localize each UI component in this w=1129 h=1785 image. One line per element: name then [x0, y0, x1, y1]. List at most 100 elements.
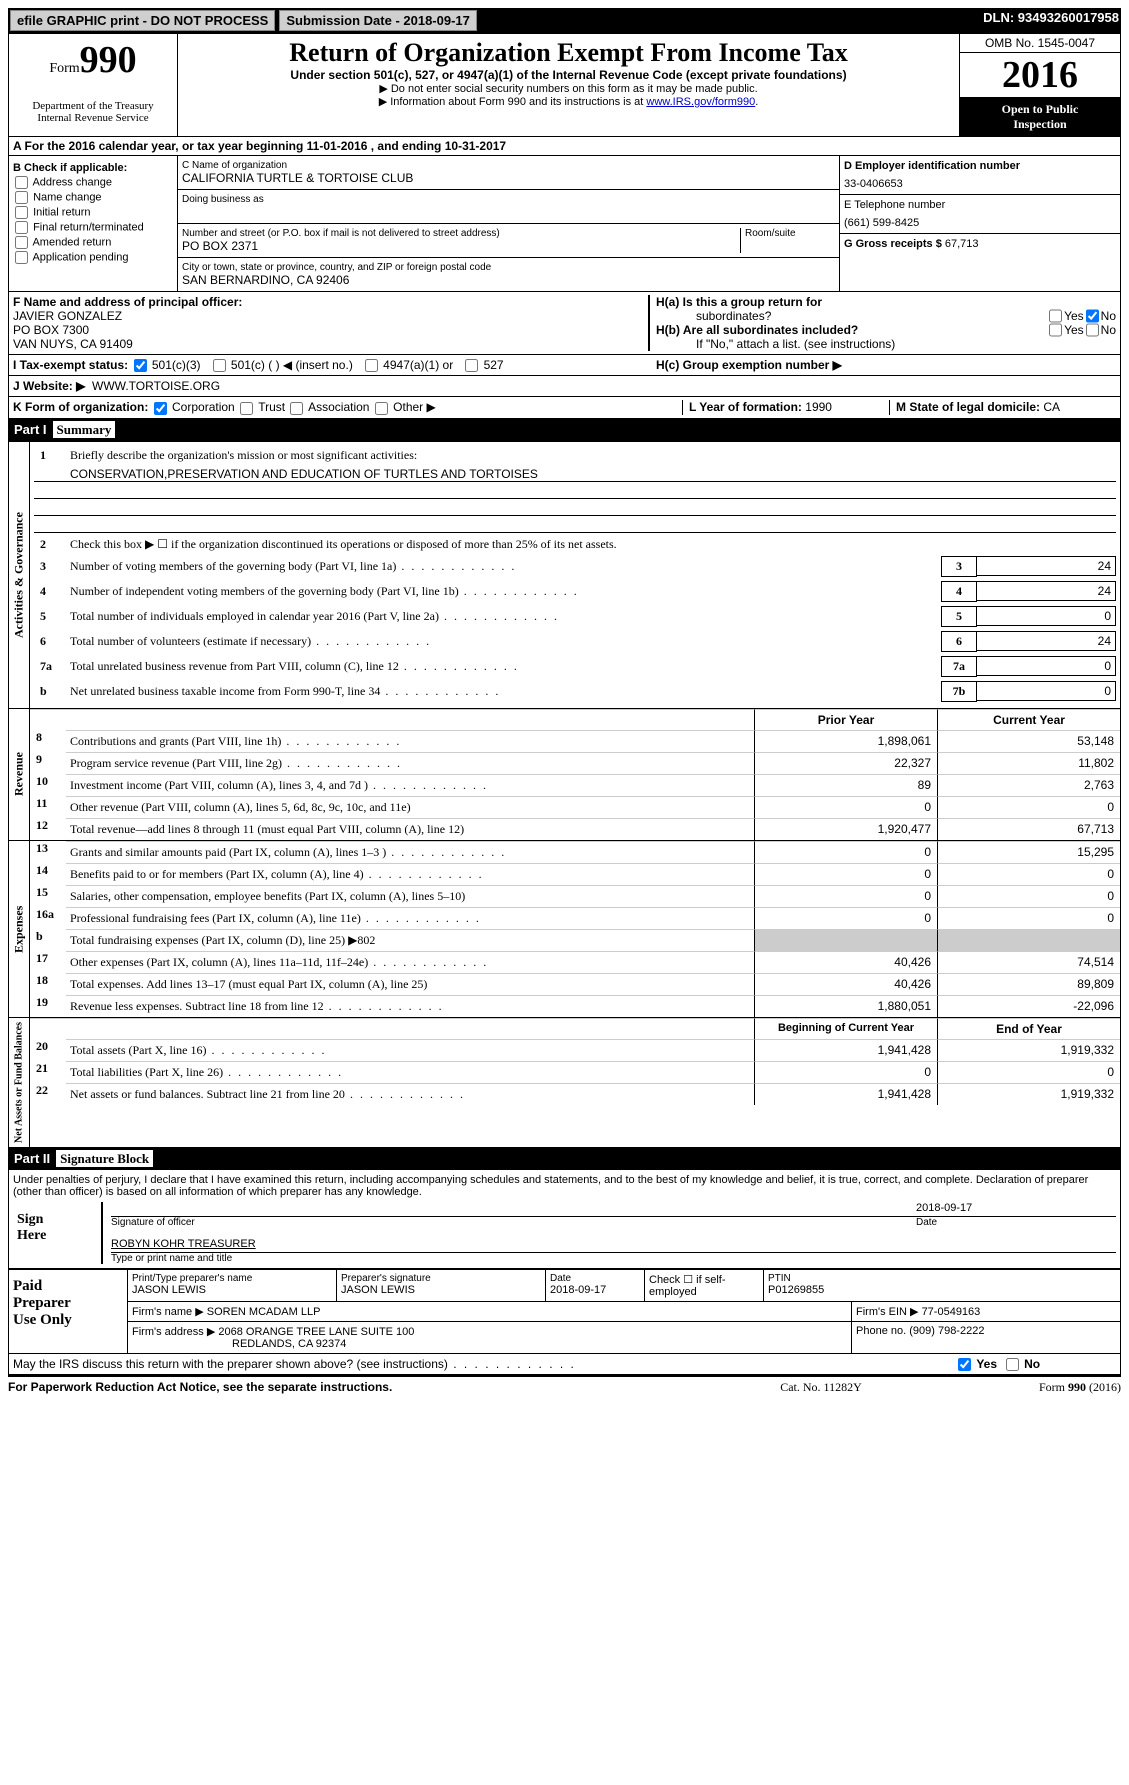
l7b-val: 0 [977, 681, 1116, 701]
name-change-cb[interactable] [15, 191, 28, 204]
l17-prior: 40,426 [754, 951, 937, 973]
tax-year: 2016 [960, 53, 1120, 98]
dept2: Internal Revenue Service [13, 112, 173, 124]
ha2-label: subordinates? [656, 309, 1047, 323]
m-label: M State of legal domicile: [896, 400, 1040, 414]
addr-change-cb[interactable] [15, 176, 28, 189]
other-cb[interactable] [375, 402, 388, 415]
org-name: CALIFORNIA TURTLE & TORTOISE CLUB [182, 171, 835, 185]
ein-label: D Employer identification number [844, 160, 1116, 172]
527-cb[interactable] [465, 359, 478, 372]
l10-prior: 89 [754, 774, 937, 796]
l19-prior: 1,880,051 [754, 995, 937, 1017]
501c-cb[interactable] [213, 359, 226, 372]
l12-text: Total revenue—add lines 8 through 11 (mu… [66, 818, 754, 840]
corp-label: Corporation [172, 400, 235, 414]
paid-preparer-label: PaidPreparerUse Only [9, 1270, 128, 1353]
trust-cb[interactable] [240, 402, 253, 415]
l16a-curr: 0 [937, 907, 1120, 929]
prior-header: Prior Year [754, 709, 937, 730]
dept1: Department of the Treasury [13, 100, 173, 112]
l10-text: Investment income (Part VIII, column (A)… [66, 774, 754, 796]
curr-header: Current Year [937, 709, 1120, 730]
501c-label: 501(c) ( ) ◀ (insert no.) [231, 358, 353, 372]
l21-curr: 0 [937, 1061, 1120, 1083]
l6-text: Total number of volunteers (estimate if … [70, 634, 941, 649]
amended-cb[interactable] [15, 236, 28, 249]
l18-text: Total expenses. Add lines 13–17 (must eq… [66, 973, 754, 995]
prep-name-label: Print/Type preparer's name [132, 1273, 332, 1284]
efile-btn[interactable]: efile GRAPHIC print - DO NOT PROCESS [10, 10, 275, 31]
l20-prior: 1,941,428 [754, 1039, 937, 1061]
corp-cb[interactable] [154, 402, 167, 415]
col-d: D Employer identification number 33-0406… [839, 156, 1120, 291]
l11-text: Other revenue (Part VIII, column (A), li… [66, 796, 754, 818]
addr-label: Number and street (or P.O. box if mail i… [182, 228, 740, 239]
org-name-label: C Name of organization [182, 160, 835, 171]
room-label: Room/suite [745, 228, 835, 239]
officer-name-title: ROBYN KOHR TREASURER [111, 1238, 1116, 1250]
l17-curr: 74,514 [937, 951, 1120, 973]
initial-cb[interactable] [15, 206, 28, 219]
colb-label: B Check if applicable: [13, 162, 127, 174]
discuss-text: May the IRS discuss this return with the… [13, 1357, 956, 1371]
l16b-prior-gray [754, 929, 937, 951]
pending-cb[interactable] [15, 251, 28, 264]
ha-label: H(a) Is this a group return for [656, 295, 822, 309]
gross-val: 67,713 [945, 238, 979, 250]
ptin-val: P01269855 [768, 1284, 1116, 1296]
l17-text: Other expenses (Part IX, column (A), lin… [66, 951, 754, 973]
hb-yes-cb[interactable] [1049, 323, 1062, 337]
l19-text: Revenue less expenses. Subtract line 18 … [66, 995, 754, 1017]
preparer-section: PaidPreparerUse Only Print/Type preparer… [8, 1269, 1121, 1354]
discuss-yes-cb[interactable] [958, 1358, 971, 1371]
public-inspection: Open to PublicInspection [960, 98, 1120, 136]
subtitle: Under section 501(c), 527, or 4947(a)(1)… [182, 68, 955, 82]
firm-ein: 77-0549163 [922, 1306, 981, 1318]
dba-label: Doing business as [182, 194, 835, 205]
501c3-label: 501(c)(3) [152, 358, 201, 372]
l20-curr: 1,919,332 [937, 1039, 1120, 1061]
row-j: J Website: ▶ WWW.TORTOISE.ORG [8, 376, 1121, 397]
firm-name: SOREN MCADAM LLP [207, 1306, 321, 1318]
final-cb[interactable] [15, 221, 28, 234]
501c3-cb[interactable] [134, 359, 147, 372]
l14-text: Benefits paid to or for members (Part IX… [66, 863, 754, 885]
info-note: ▶ Information about Form 990 and its ins… [182, 95, 955, 108]
ha-no-cb[interactable] [1086, 309, 1099, 323]
part1-header: Part ISummary [8, 419, 1121, 441]
assoc-cb[interactable] [290, 402, 303, 415]
l4-val: 24 [977, 581, 1116, 601]
gross-label: G Gross receipts $ [844, 238, 942, 250]
officer-label: F Name and address of principal officer: [13, 295, 644, 309]
firm-phone: (909) 798-2222 [909, 1325, 984, 1337]
addr-change-label: Address change [32, 176, 112, 188]
527-label: 527 [484, 358, 504, 372]
hb-label: H(b) Are all subordinates included? [656, 323, 858, 337]
discuss-no-cb[interactable] [1006, 1358, 1019, 1371]
sign-here-label: SignHere [13, 1202, 101, 1264]
initial-label: Initial return [33, 206, 90, 218]
part2-title: Signature Block [56, 1150, 153, 1167]
l11-prior: 0 [754, 796, 937, 818]
l16a-prior: 0 [754, 907, 937, 929]
firm-ein-label: Firm's EIN ▶ [856, 1306, 919, 1318]
l9-curr: 11,802 [937, 752, 1120, 774]
amended-label: Amended return [32, 236, 111, 248]
4947-cb[interactable] [365, 359, 378, 372]
footer-right: Form 990 (2016) [921, 1380, 1121, 1395]
row-i-hc: I Tax-exempt status: 501(c)(3) 501(c) ( … [8, 355, 1121, 376]
other-label: Other ▶ [393, 400, 436, 414]
l2-text: Check this box ▶ ☐ if the organization d… [70, 537, 1116, 552]
name-change-label: Name change [33, 191, 102, 203]
l22-curr: 1,919,332 [937, 1083, 1120, 1105]
l9-text: Program service revenue (Part VIII, line… [66, 752, 754, 774]
ha-yes-cb[interactable] [1049, 309, 1062, 323]
l8-text: Contributions and grants (Part VIII, lin… [66, 730, 754, 752]
activities-section: Activities & Governance 1Briefly describ… [8, 441, 1121, 709]
l21-prior: 0 [754, 1061, 937, 1083]
irs-link[interactable]: www.IRS.gov/form990 [646, 96, 755, 108]
vert-activities: Activities & Governance [9, 442, 30, 708]
hb-no-cb[interactable] [1086, 323, 1099, 337]
name-title-label: Type or print name and title [111, 1252, 1116, 1264]
